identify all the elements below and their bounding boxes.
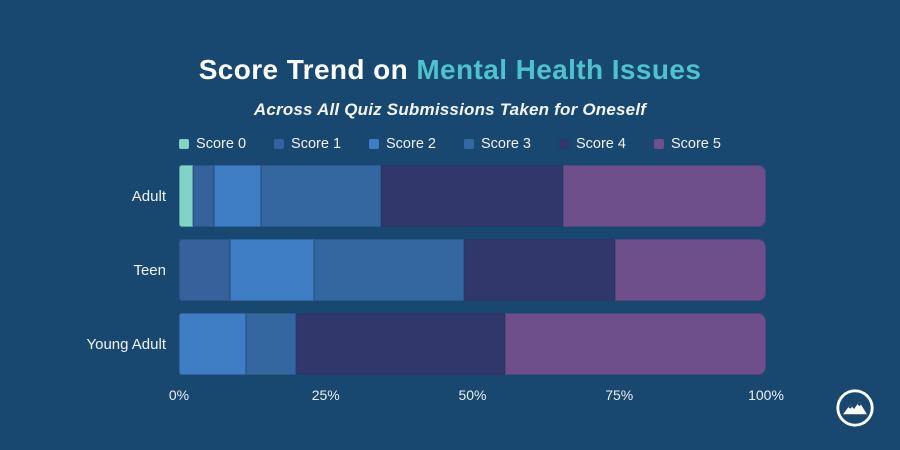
x-axis-tick-label: 0% bbox=[168, 387, 190, 403]
brand-logo bbox=[836, 389, 874, 427]
chart-rows: Adult Teen Young Adult bbox=[0, 165, 900, 375]
chart-header: Score Trend on Mental Health Issues Acro… bbox=[0, 0, 900, 120]
legend-label: Score 3 bbox=[481, 136, 531, 152]
bar-segment bbox=[381, 165, 564, 227]
legend-item: Score 5 bbox=[653, 136, 721, 152]
legend-swatch-icon bbox=[558, 139, 569, 149]
legend-label: Score 4 bbox=[575, 136, 626, 152]
legend-label: Score 2 bbox=[386, 136, 436, 152]
x-axis-tick-label: 25% bbox=[311, 387, 340, 403]
stacked-bar bbox=[179, 313, 766, 375]
x-axis: 0% 25% 50% 75% 100% bbox=[169, 387, 784, 405]
bar-segment bbox=[563, 165, 766, 227]
legend-swatch-icon bbox=[464, 139, 474, 149]
logo-circle-icon bbox=[836, 389, 874, 427]
bar-segment bbox=[296, 313, 506, 375]
bar-segment bbox=[314, 239, 465, 301]
legend-item: Score 1 bbox=[274, 136, 341, 152]
x-axis-tick-label: 100% bbox=[748, 387, 784, 403]
mountain-icon bbox=[843, 401, 867, 415]
legend-item: Score 4 bbox=[558, 136, 626, 152]
legend-swatch-icon bbox=[274, 139, 285, 149]
bar-segment bbox=[193, 165, 215, 227]
category-label: Adult bbox=[131, 187, 166, 205]
bar-segment bbox=[179, 165, 194, 227]
category-label: Young Adult bbox=[86, 335, 166, 353]
bar-segment bbox=[615, 239, 766, 301]
bar-segment bbox=[464, 239, 616, 301]
bar-segment bbox=[230, 239, 314, 301]
stacked-bar-chart: Adult Teen Young Adult 0% 25% 50% 75% 100% bbox=[0, 165, 900, 405]
legend-swatch-icon bbox=[179, 139, 190, 149]
legend-swatch-icon bbox=[653, 139, 664, 149]
legend: Score 0 Score 1 Score 2 Score 3 Score 4 Score… bbox=[0, 136, 900, 152]
legend-label: Score 5 bbox=[670, 136, 721, 152]
chart-subtitle: Across All Quiz Submissions Taken for On… bbox=[253, 100, 647, 119]
stacked-bar bbox=[179, 165, 766, 227]
bar-segment bbox=[505, 313, 766, 375]
x-axis-tick-label: 50% bbox=[458, 387, 487, 403]
legend-label: Score 0 bbox=[196, 136, 247, 152]
bar-segment bbox=[261, 165, 382, 227]
legend-label: Score 1 bbox=[291, 136, 342, 152]
bar-segment bbox=[245, 313, 297, 375]
bar-segment bbox=[179, 239, 231, 301]
chart-row: Young Adult bbox=[0, 313, 900, 375]
chart-row: Teen bbox=[0, 239, 900, 301]
category-label: Teen bbox=[133, 261, 166, 279]
chart-title-highlight: Mental Health Issues bbox=[416, 54, 702, 85]
legend-item: Score 3 bbox=[464, 136, 531, 152]
chart-title: Score Trend on Mental Health Issues bbox=[0, 54, 900, 86]
legend-item: Score 0 bbox=[179, 136, 246, 152]
x-axis-tick-label: 75% bbox=[605, 387, 634, 403]
legend-swatch-icon bbox=[369, 139, 380, 149]
chart-title-prefix: Score Trend on bbox=[198, 54, 417, 85]
stacked-bar bbox=[179, 239, 766, 301]
chart-row: Adult bbox=[0, 165, 900, 227]
mountain-snow-icon bbox=[848, 401, 862, 409]
bar-segment bbox=[214, 165, 262, 227]
bar-segment bbox=[179, 313, 246, 375]
legend-item: Score 2 bbox=[369, 136, 436, 152]
